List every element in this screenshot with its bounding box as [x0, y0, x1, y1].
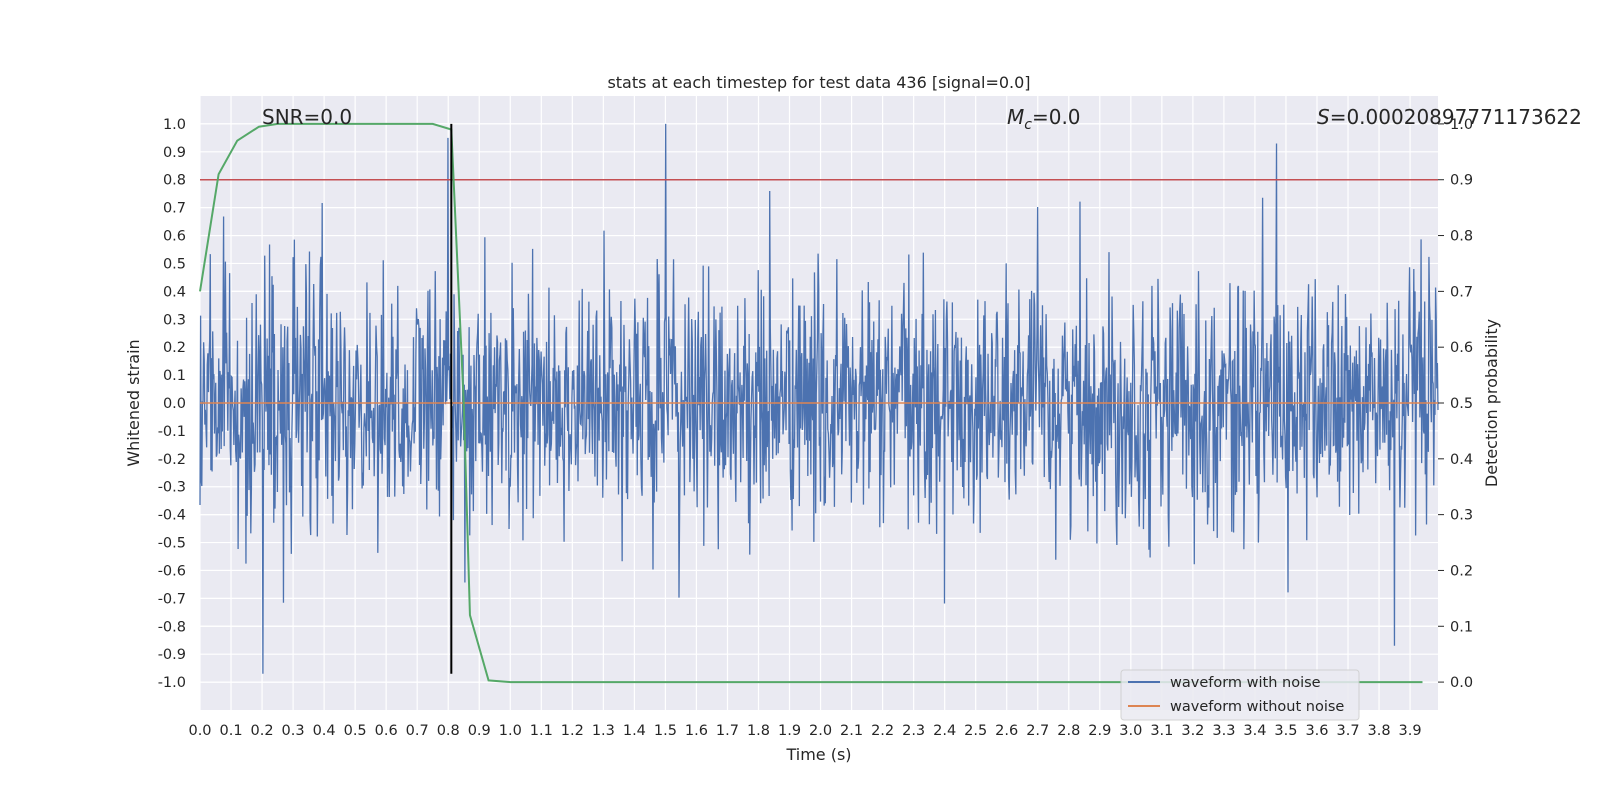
x-tick-label: 0.7	[406, 723, 429, 739]
y-tick-label: -0.5	[158, 536, 186, 552]
y-right-tick-label: 0.3	[1450, 508, 1473, 524]
legend-label-with-noise: waveform with noise	[1170, 675, 1321, 691]
mc-value: =0.0	[1032, 105, 1081, 129]
x-tick-label: 1.6	[685, 723, 708, 739]
x-tick-label: 1.8	[747, 723, 770, 739]
y-tick-label: 0.9	[163, 145, 186, 161]
x-tick-label: 1.7	[716, 723, 739, 739]
snr-annotation: SNR=0.0	[262, 105, 352, 129]
x-tick-label: 0.4	[313, 723, 336, 739]
y-right-tick-label: 0.6	[1450, 340, 1473, 356]
y-right-tick-label: 0.1	[1450, 619, 1473, 635]
x-tick-label: 1.2	[561, 723, 584, 739]
s-symbol: S	[1317, 105, 1330, 129]
x-tick-label: 1.4	[623, 723, 646, 739]
x-tick-label: 1.3	[592, 723, 615, 739]
x-tick-label: 2.3	[902, 723, 925, 739]
mc-annotation: Mc=0.0	[1007, 105, 1081, 133]
x-tick-label: 3.4	[1243, 723, 1266, 739]
x-tick-label: 2.9	[1088, 723, 1111, 739]
x-tick-label: 0.5	[344, 723, 367, 739]
y-right-tick-label: 0.9	[1450, 173, 1473, 189]
y-right-tick-label: 0.5	[1450, 396, 1473, 412]
legend: waveform with noise waveform without noi…	[1120, 669, 1360, 721]
x-tick-label: 2.0	[809, 723, 832, 739]
y-right-tick-label: 0.4	[1450, 452, 1473, 468]
x-tick-label: 2.6	[995, 723, 1018, 739]
series-waveform-with-noise	[199, 123, 1439, 674]
legend-label-without-noise: waveform without noise	[1170, 699, 1344, 715]
x-tick-label: 0.9	[468, 723, 491, 739]
x-tick-label: 1.5	[654, 723, 677, 739]
y-tick-label: 0.4	[163, 284, 186, 300]
y-tick-label: 0.6	[163, 229, 186, 245]
x-tick-label: 0.3	[282, 723, 305, 739]
y-tick-label: 0.0	[163, 396, 186, 412]
y-tick-label: -0.3	[158, 480, 186, 496]
y-tick-label: 0.3	[163, 312, 186, 328]
x-tick-label: 3.8	[1368, 723, 1391, 739]
x-tick-label: 2.5	[964, 723, 987, 739]
y-tick-label: 0.5	[163, 256, 186, 272]
y-axis-label: Whitened strain	[124, 339, 143, 466]
x-tick-label: 0.6	[375, 723, 398, 739]
x-tick-label: 3.3	[1212, 723, 1235, 739]
series	[199, 122, 1439, 684]
x-tick-label: 3.6	[1305, 723, 1328, 739]
y-tick-label: -0.6	[158, 563, 186, 579]
y-right-tick-label: 0.7	[1450, 284, 1473, 300]
tick-labels: 0.0 0.1 0.2 0.3 0.4 0.5 0.6 0.7 0.8 0.9 1.0 1.1 1.2 1…	[158, 117, 1473, 739]
x-tick-label: 2.4	[933, 723, 956, 739]
legend-box	[1120, 669, 1360, 721]
y-tick-label: -0.2	[158, 452, 186, 468]
y-right-tick-label: 1.0	[1450, 117, 1473, 133]
x-tick-label: 0.0	[188, 723, 211, 739]
x-tick-label: 1.0	[499, 723, 522, 739]
y-right-tick-label: 0.8	[1450, 229, 1473, 245]
x-tick-label: 0.8	[437, 723, 460, 739]
x-tick-label: 3.1	[1150, 723, 1173, 739]
x-tick-label: 0.1	[219, 723, 242, 739]
x-tick-label: 3.9	[1399, 723, 1422, 739]
x-axis-label: Time (s)	[785, 745, 851, 764]
y-tick-label: 0.7	[163, 201, 186, 217]
x-tick-label: 1.9	[778, 723, 801, 739]
s-value: =0.00020897771173622	[1330, 105, 1582, 129]
x-tick-label: 3.7	[1336, 723, 1359, 739]
y-tick-label: -0.7	[158, 591, 186, 607]
y-tick-label: 0.1	[163, 368, 186, 384]
y-axis-right-label: Detection probability	[1482, 319, 1501, 487]
y-tick-label: -1.0	[158, 675, 186, 691]
x-tick-label: 2.1	[840, 723, 863, 739]
y-tick-label: 1.0	[163, 117, 186, 133]
x-tick-label: 3.2	[1181, 723, 1204, 739]
y-tick-label: 0.2	[163, 340, 186, 356]
s-annotation: S=0.00020897771173622	[1317, 105, 1582, 129]
chart-title: stats at each timestep for test data 436…	[607, 73, 1030, 92]
y-tick-label: -0.8	[158, 619, 186, 635]
y-right-tick-label: 0.2	[1450, 563, 1473, 579]
y-tick-label: -0.9	[158, 647, 186, 663]
x-tick-label: 2.7	[1026, 723, 1049, 739]
x-tick-label: 1.1	[530, 723, 553, 739]
mc-subscript: c	[1024, 117, 1032, 133]
x-tick-label: 2.2	[871, 723, 894, 739]
y-tick-label: 0.8	[163, 173, 186, 189]
x-tick-label: 3.5	[1274, 723, 1297, 739]
mc-symbol: M	[1007, 105, 1024, 129]
x-tick-label: 2.8	[1057, 723, 1080, 739]
y-tick-label: -0.4	[158, 508, 186, 524]
y-tick-label: -0.1	[158, 424, 186, 440]
x-tick-label: 0.2	[251, 723, 274, 739]
x-tick-label: 3.0	[1119, 723, 1142, 739]
y-right-tick-label: 0.0	[1450, 675, 1473, 691]
